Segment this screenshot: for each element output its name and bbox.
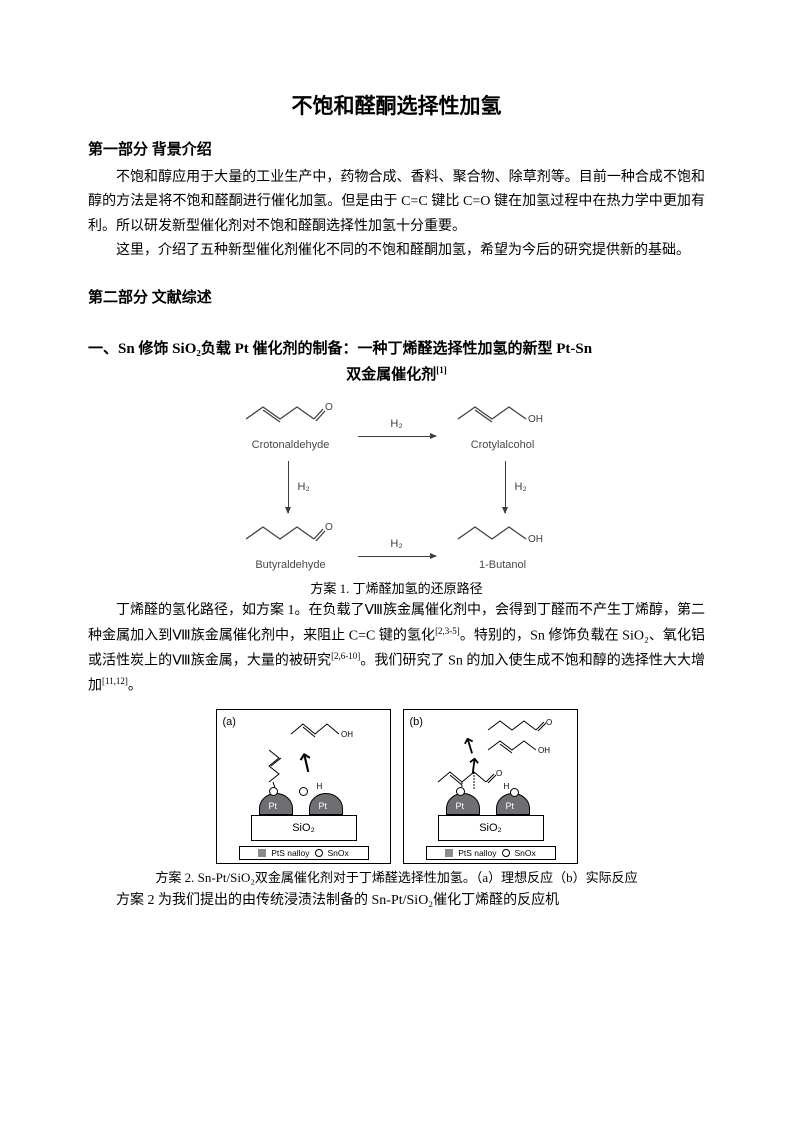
h2-arrow-right-icon: H₂ — [505, 461, 506, 513]
crotylalcohol-label: Crotylalcohol — [448, 437, 558, 455]
crotonaldehyde-label: Crotonaldehyde — [236, 437, 346, 455]
mid-ref-c: [11,12] — [102, 676, 128, 686]
svg-text:OH: OH — [341, 730, 353, 739]
crotylalcohol-structure-icon: OH — [453, 399, 553, 425]
legend-b-oxide-swatch-icon — [502, 849, 510, 857]
butanol-label: 1-Butanol — [448, 557, 558, 575]
pt-label-a-right: Pt — [319, 799, 328, 813]
panel-b-adsorbed-icon: O — [434, 768, 514, 792]
reaction-scheme-1: O Crotonaldehyde H₂ OH Crotylalcohol H₂ … — [212, 399, 582, 575]
legend-alloy-label: PtS nalloy — [271, 847, 309, 861]
legend-b: PtS nalloy SnOx — [426, 846, 556, 860]
scheme2-caption: 方案 2. Sn-Pt/SiO₂双金属催化剂对于丁烯醛选择性加氢。（a）理想反应… — [88, 868, 705, 889]
catalyst-schematic: (a) OH ↗ O Pt Pt H SiO₂ PtS nalloy SnOx … — [88, 709, 705, 864]
section2-heading: 第二部分 文献综述 — [88, 286, 705, 310]
section1-para2: 这里，介绍了五种新型催化剂催化不同的不饱和醛酮加氢，希望为今后的研究提供新的基础… — [88, 239, 705, 264]
svg-text:OH: OH — [538, 746, 550, 755]
panel-a-tag: (a) — [223, 714, 236, 732]
panel-a-molecule-icon: OH — [289, 720, 369, 740]
butanol-structure-icon: OH — [453, 519, 553, 545]
legend-oxide-swatch-icon — [315, 849, 323, 857]
legend-alloy-swatch-icon — [258, 849, 266, 857]
butyraldehyde-structure-icon: O — [241, 519, 341, 545]
panel-b-tag: (b) — [410, 714, 423, 732]
scheme1-caption: 方案 1. 丁烯醛加氢的还原路径 — [88, 579, 705, 600]
butyraldehyde-label: Butyraldehyde — [236, 557, 346, 575]
panel-b-mol1-icon: O — [486, 718, 560, 736]
crotonaldehyde-structure-icon: O — [241, 399, 341, 425]
legend-oxide-label: SnOx — [328, 847, 349, 861]
svg-text:OH: OH — [528, 414, 543, 425]
svg-text:O: O — [325, 522, 333, 533]
mid-paragraph: 丁烯醛的氢化路径，如方案 1。在负载了Ⅷ族金属催化剂中，会得到丁醛而不产生丁烯醇… — [88, 599, 705, 699]
final-paragraph: 方案 2 为我们提出的由传统浸渍法制备的 Sn-Pt/SiO₂催化丁烯醛的反应机 — [88, 889, 705, 914]
mid-text-d: 。 — [128, 679, 142, 694]
svg-text:O: O — [496, 769, 502, 778]
panel-a-h-label: H — [317, 781, 323, 794]
subsection1-heading-line2: 双金属催化剂[1] — [88, 363, 705, 387]
svg-text:O: O — [325, 402, 333, 413]
sio2-box-b: SiO₂ — [438, 815, 544, 841]
subsection1-heading-ref: [1] — [436, 365, 447, 375]
panel-a-adsorbed-icon: O — [261, 748, 301, 798]
section1-para1: 不饱和醇应用于大量的工业生产中，药物合成、香料、聚合物、除草剂等。目前一种合成不… — [88, 166, 705, 240]
mid-ref-a: [2,3-5] — [435, 626, 460, 636]
page-title: 不饱和醛酮选择性加氢 — [88, 90, 705, 124]
sio2-box-a: SiO₂ — [251, 815, 357, 841]
panel-b-h-label: H — [504, 781, 510, 794]
h2-arrow-label: H₂ — [390, 416, 402, 434]
panel-a: (a) OH ↗ O Pt Pt H SiO₂ PtS nalloy SnOx — [216, 709, 391, 864]
svg-text:OH: OH — [528, 534, 543, 545]
snox-b1 — [456, 787, 465, 796]
snox-b2 — [510, 788, 519, 797]
panel-b-mol2-icon: OH — [486, 738, 560, 756]
h2-arrow-bottom-label: H₂ — [390, 536, 402, 554]
h2-arrow-left-icon: H₂ — [288, 461, 289, 513]
pt-label-b-right: Pt — [506, 799, 515, 813]
legend-a: PtS nalloy SnOx — [239, 846, 369, 860]
h2-arrow-right-label: H₂ — [515, 479, 527, 497]
svg-text:O: O — [546, 718, 552, 727]
section1-heading: 第一部分 背景介绍 — [88, 138, 705, 162]
panel-b: (b) O OH ↗ ↗ O Pt Pt H SiO₂ — [403, 709, 578, 864]
h2-arrow-left-label: H₂ — [298, 479, 310, 497]
subsection1-line2-text: 双金属催化剂 — [346, 367, 436, 383]
h2-arrow-bottom-icon: H₂ — [358, 536, 436, 557]
h2-arrow-top-icon: H₂ — [358, 416, 436, 437]
legend-b-alloy-swatch-icon — [445, 849, 453, 857]
mid-ref-b: [2,6-10] — [331, 651, 360, 661]
snox-a2 — [299, 787, 308, 796]
snox-a1 — [269, 787, 278, 796]
legend-b-oxide-label: SnOx — [515, 847, 536, 861]
subsection1-heading-line1: 一、Sn 修饰 SiO₂负载 Pt 催化剂的制备：一种丁烯醛选择性加氢的新型 P… — [88, 336, 705, 363]
legend-b-alloy-label: PtS nalloy — [458, 847, 496, 861]
pt-label-a-left: Pt — [269, 799, 278, 813]
pt-label-b-left: Pt — [456, 799, 465, 813]
